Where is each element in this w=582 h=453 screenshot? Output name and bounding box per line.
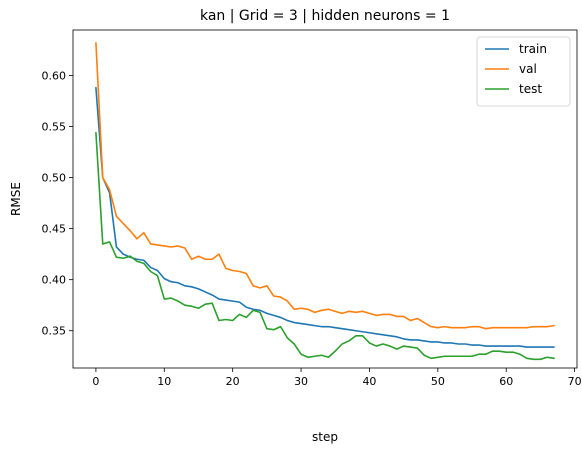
- series-line-train: [95, 86, 555, 348]
- y-tick-label: 0.40: [42, 274, 67, 287]
- x-tick-label: 10: [157, 375, 171, 388]
- x-tick-label: 60: [499, 375, 513, 388]
- y-tick-label: 0.45: [42, 223, 67, 236]
- y-axis-label: RMSE: [9, 182, 23, 216]
- x-tick-label: 30: [294, 375, 308, 388]
- y-tick-label: 0.55: [42, 120, 67, 133]
- plot-lines: [95, 41, 555, 361]
- legend-label-val: val: [519, 62, 537, 76]
- y-tick-label: 0.60: [42, 69, 67, 82]
- y-axis: 0.35 0.40 0.45 0.50 0.55 0.60: [42, 69, 73, 338]
- x-tick-label: 40: [362, 375, 376, 388]
- x-axis-label: step: [312, 430, 338, 444]
- series-line-val: [95, 41, 555, 330]
- legend-label-train: train: [519, 42, 547, 56]
- chart-title: kan | Grid = 3 | hidden neurons = 1: [200, 8, 450, 24]
- x-tick-label: 50: [431, 375, 445, 388]
- y-tick-label: 0.50: [42, 172, 67, 185]
- series-line-test: [95, 131, 555, 361]
- legend-label-test: test: [519, 82, 542, 96]
- x-axis: 0 10 20 30 40 50 60 70: [92, 368, 582, 388]
- legend: train val test: [476, 36, 571, 107]
- x-tick-label: 70: [568, 375, 582, 388]
- y-tick-label: 0.35: [42, 325, 67, 338]
- x-tick-label: 0: [92, 375, 99, 388]
- plot-frame: [72, 29, 578, 369]
- x-tick-label: 20: [226, 375, 240, 388]
